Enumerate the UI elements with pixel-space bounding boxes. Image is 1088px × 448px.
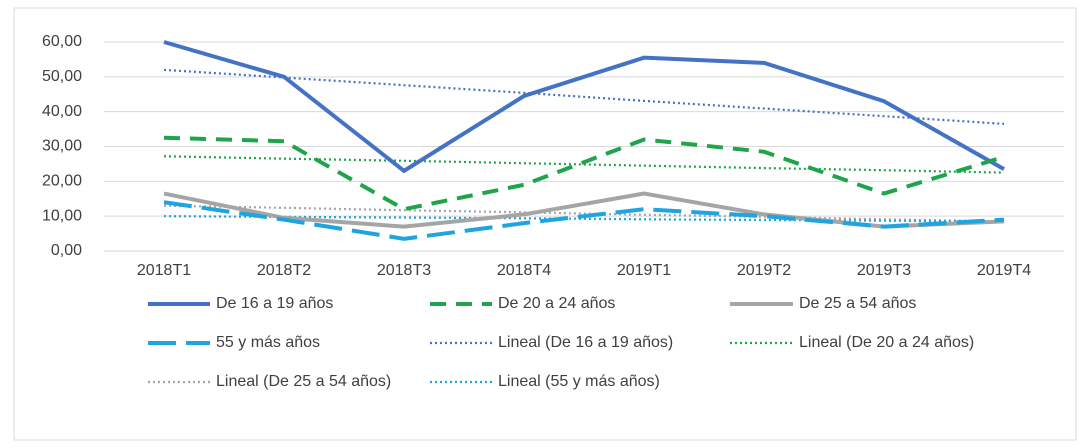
x-tick-label: 2018T1 — [137, 262, 191, 279]
legend-label: De 16 a 19 años — [216, 295, 333, 312]
series-line — [163, 135, 1005, 212]
y-tick-label: 30,00 — [42, 138, 82, 155]
x-tick-label: 2019T3 — [857, 262, 911, 279]
x-tick-label: 2018T3 — [377, 262, 431, 279]
series-line — [163, 204, 1005, 223]
legend-label: Lineal (De 20 a 24 años) — [799, 334, 974, 351]
x-tick-label: 2019T2 — [737, 262, 791, 279]
series-line — [163, 155, 1005, 174]
y-tick-label: 50,00 — [42, 68, 82, 85]
series-line — [163, 40, 1005, 174]
legend-label: 55 y más años — [216, 334, 320, 351]
legend-label: De 25 a 54 años — [799, 295, 916, 312]
x-tick-label: 2019T1 — [617, 262, 671, 279]
series-line — [163, 200, 1005, 241]
x-tick-label: 2019T4 — [977, 262, 1031, 279]
y-tick-label: 20,00 — [42, 173, 82, 190]
y-tick-label: 60,00 — [42, 33, 82, 50]
legend-label: Lineal (De 25 a 54 años) — [216, 373, 391, 390]
legend-label: Lineal (De 16 a 19 años) — [498, 334, 673, 351]
x-tick-label: 2018T4 — [497, 262, 551, 279]
series-line — [163, 215, 1005, 223]
y-tick-label: 0,00 — [51, 242, 82, 259]
y-tick-label: 40,00 — [42, 103, 82, 120]
legend-label: Lineal (55 y más años) — [498, 373, 660, 390]
legend-label: De 20 a 24 años — [498, 295, 615, 312]
x-tick-label: 2018T2 — [257, 262, 311, 279]
y-tick-label: 10,00 — [42, 207, 82, 224]
series-line — [163, 68, 1005, 125]
